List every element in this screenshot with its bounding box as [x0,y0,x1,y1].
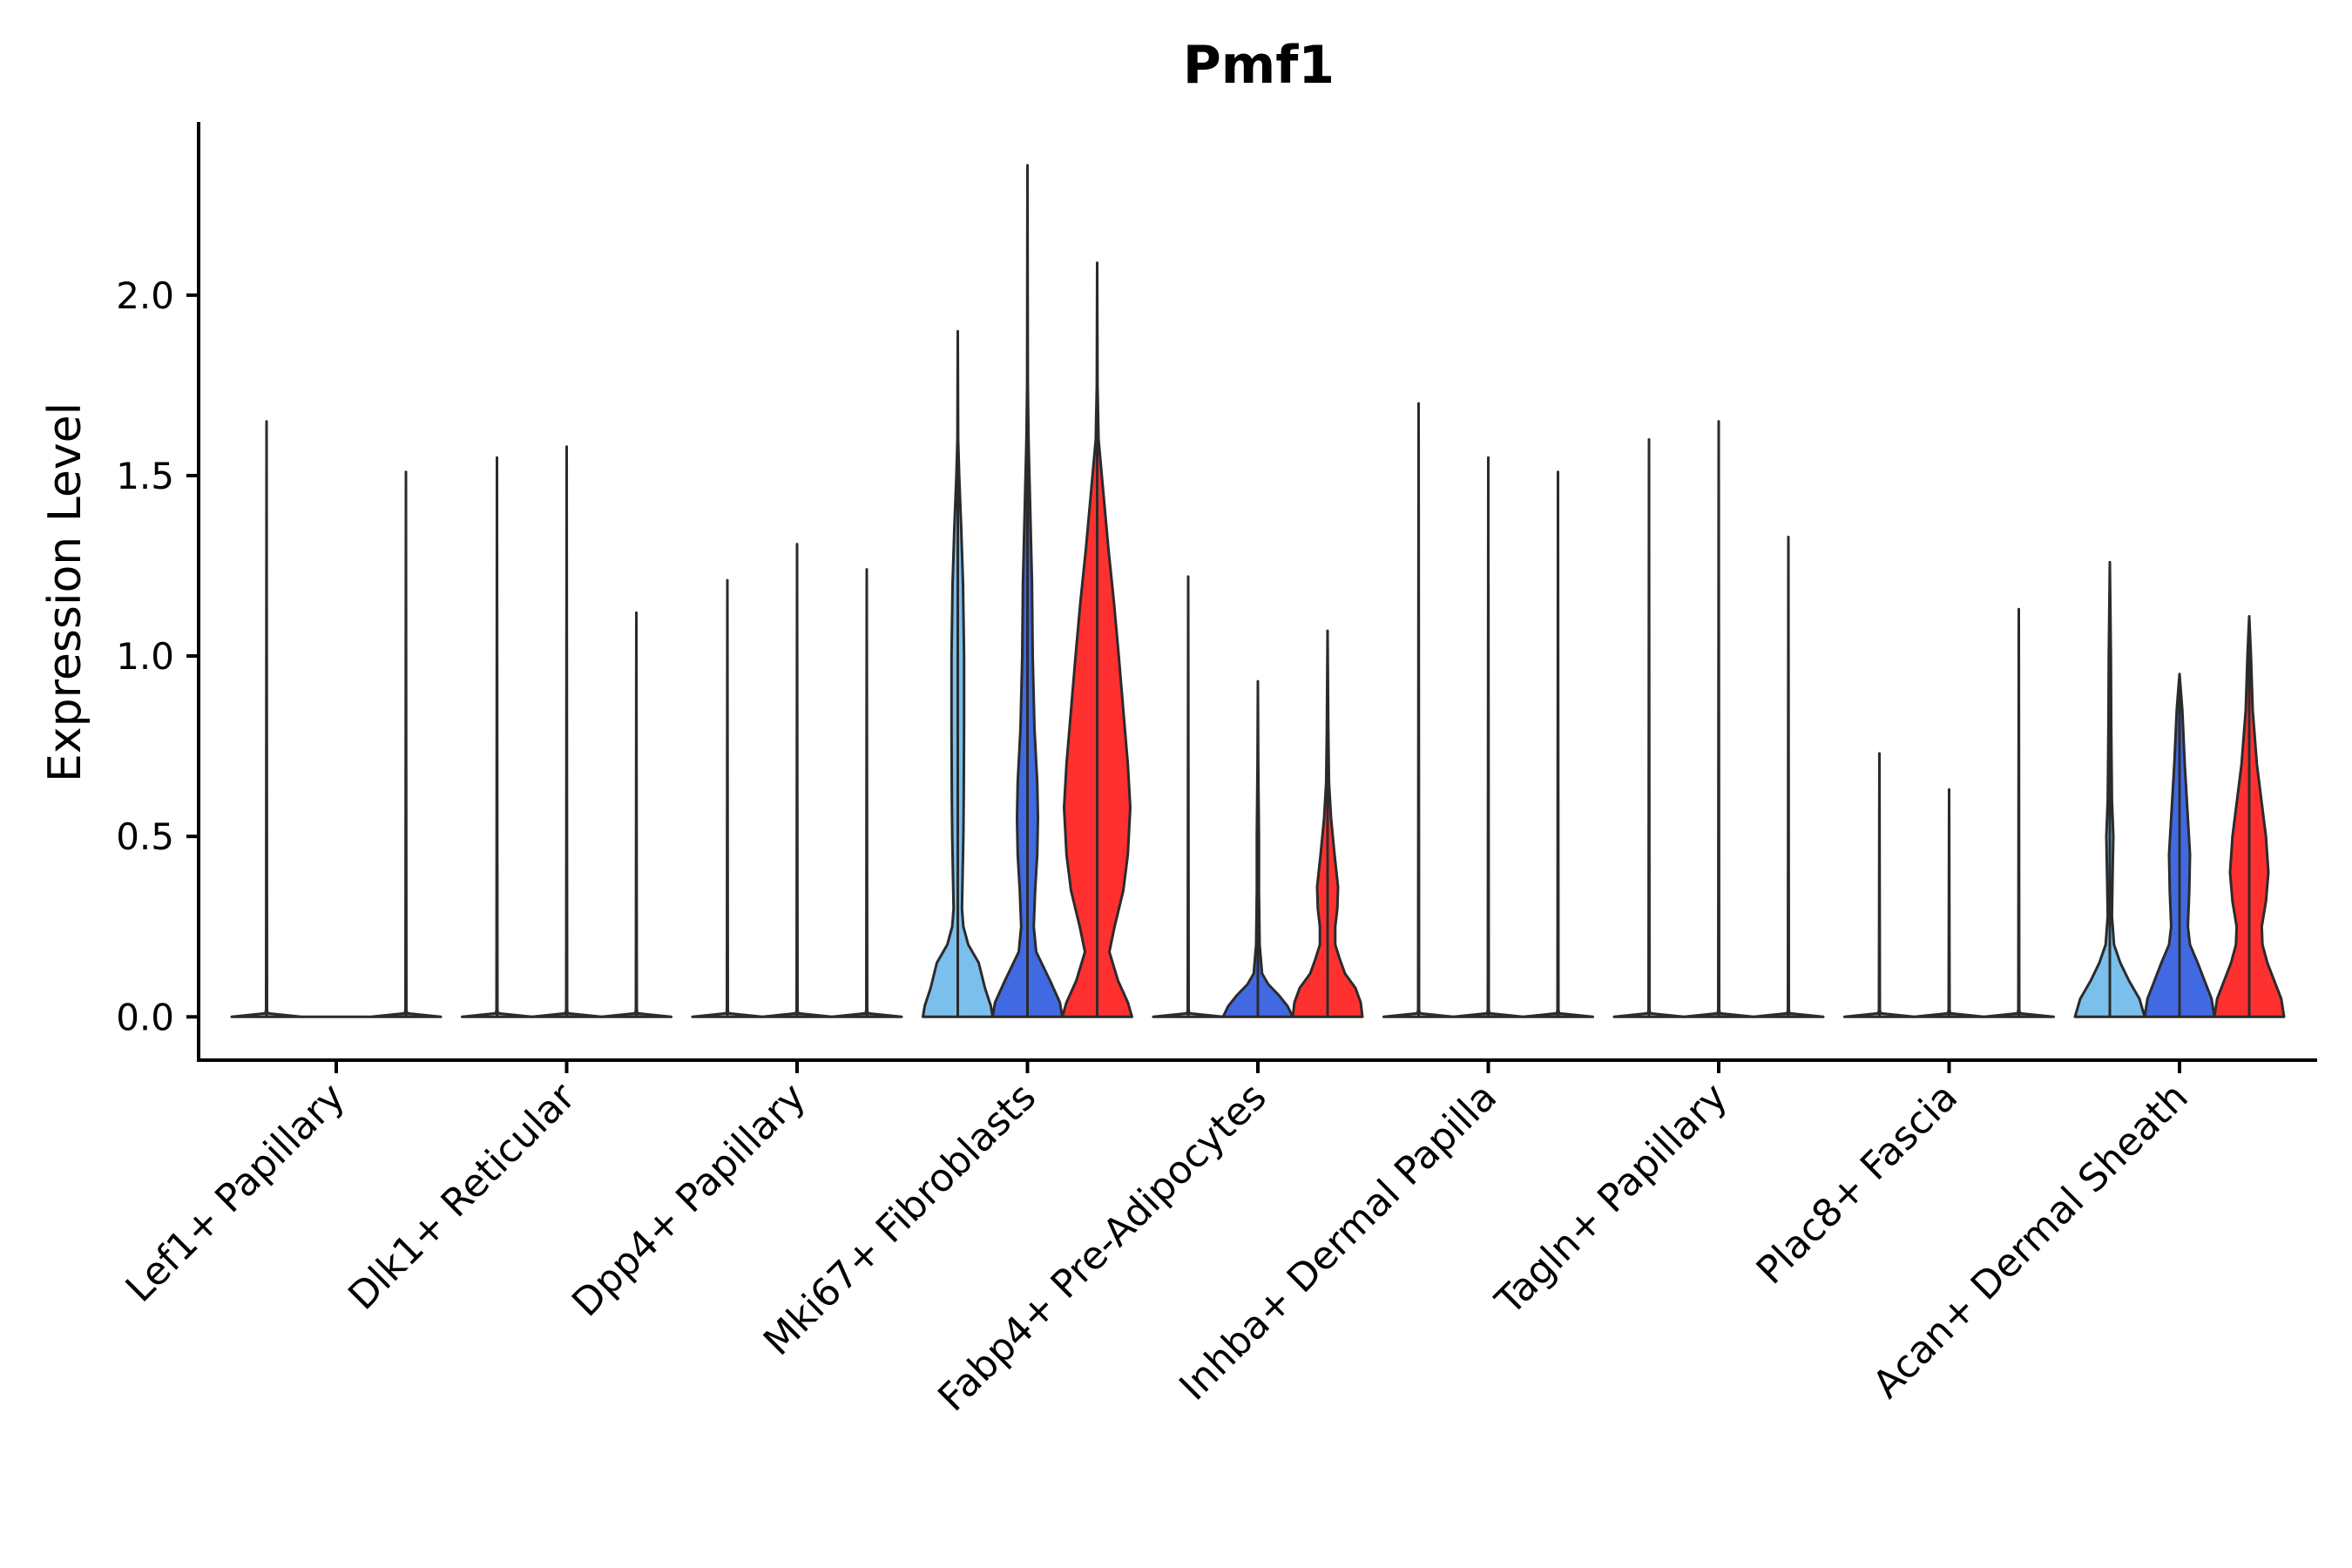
x-tick-label: Plac8+ Fascia [1748,1075,1967,1294]
y-axis-label: Expression Level [39,402,91,782]
y-ticks: 0.0 0.5 1.0 1.5 2.0 [116,274,199,1038]
x-tick-label: Tagln+ Papillary [1487,1075,1736,1324]
chart-title: Pmf1 [1183,35,1335,96]
y-tick-label: 1.5 [116,455,174,497]
x-tick-label: Dpp4+ Papillary [564,1075,814,1326]
y-tick-label: 0.5 [116,815,174,858]
y-tick-label: 2.0 [116,274,174,317]
y-tick-label: 0.0 [116,996,174,1038]
y-tick-label: 1.0 [116,635,174,678]
x-tick-label: Dlk1+ Reticular [340,1074,585,1319]
x-tick-label: Lef1+ Papillary [118,1075,354,1311]
violins-layer [230,164,2286,1018]
